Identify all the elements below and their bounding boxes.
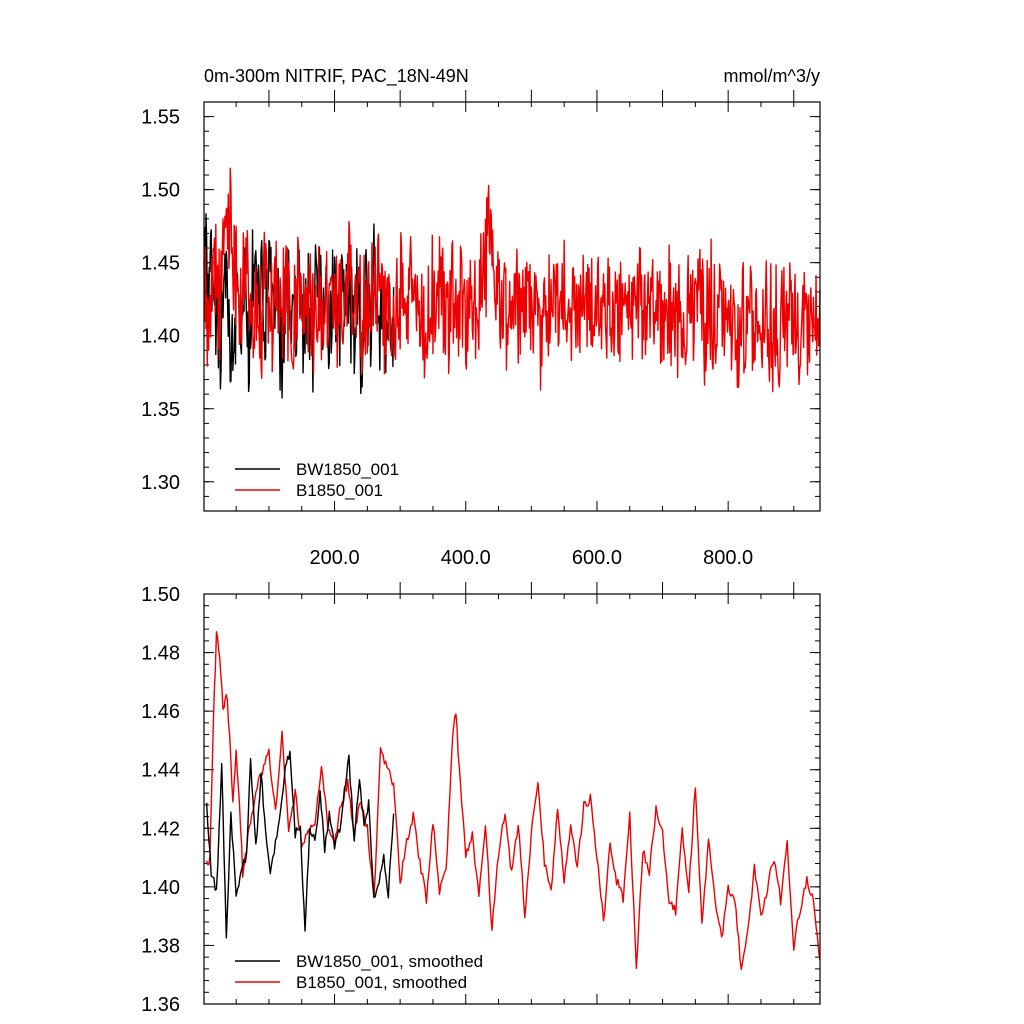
top-chart-units: mmol/m^3/y — [724, 66, 820, 86]
bottom-series-line-b1850 — [205, 631, 821, 971]
bottom-y-tick-label: 1.48 — [141, 643, 180, 665]
top-y-tick-label: 1.35 — [141, 399, 180, 421]
bottom-series-line-bw1850 — [205, 750, 395, 939]
top-y-tick-label: 1.30 — [141, 472, 180, 494]
bottom-legend-label-bw: BW1850_001, smoothed — [296, 952, 483, 971]
bottom-series-group — [205, 631, 821, 971]
top-series-group — [203, 167, 821, 399]
bottom-y-tick-label: 1.46 — [141, 701, 180, 723]
bottom-y-tick-label: 1.50 — [141, 584, 180, 606]
bottom-legend: BW1850_001, smoothed B1850_001, smoothed — [235, 952, 483, 992]
top-legend: BW1850_001 B1850_001 — [235, 460, 399, 500]
bottom-y-tick-label: 1.40 — [141, 877, 180, 899]
top-x-tick-label: 800.0 — [703, 547, 753, 569]
top-series-line-b1850 — [203, 167, 821, 393]
top-y-tick-labels: 1.30 1.35 1.40 1.45 1.50 1.55 — [141, 107, 180, 494]
bottom-legend-label-b: B1850_001, smoothed — [296, 973, 467, 992]
top-plot-frame — [203, 101, 821, 512]
top-y-tick-label: 1.55 — [141, 107, 180, 129]
top-x-tick-label: 200.0 — [310, 547, 360, 569]
top-legend-label-bw: BW1850_001 — [296, 460, 399, 479]
top-y-tick-label: 1.50 — [141, 180, 180, 202]
top-x-tick-label: 600.0 — [572, 547, 622, 569]
bottom-plot-frame — [203, 593, 821, 1005]
top-y-tick-label: 1.45 — [141, 253, 180, 275]
bottom-panel: 1.36 1.38 1.40 1.42 1.44 1.46 1.48 1.50 BW1850_… — [141, 582, 821, 1016]
top-x-tick-label: 400.0 — [441, 547, 491, 569]
top-chart-title: 0m-300m NITRIF, PAC_18N-49N — [204, 66, 469, 87]
bottom-y-tick-label: 1.36 — [141, 994, 180, 1016]
bottom-y-tick-label: 1.38 — [141, 935, 180, 957]
top-legend-label-b: B1850_001 — [296, 481, 383, 500]
top-panel: 0m-300m NITRIF, PAC_18N-49N mmol/m^3/y 1… — [141, 66, 821, 569]
bottom-y-tick-label: 1.42 — [141, 818, 180, 840]
top-y-tick-label: 1.40 — [141, 326, 180, 348]
top-x-tick-labels: 200.0 400.0 600.0 800.0 — [310, 547, 754, 569]
bottom-y-tick-labels: 1.36 1.38 1.40 1.42 1.44 1.46 1.48 1.50 — [141, 584, 180, 1016]
bottom-y-tick-label: 1.44 — [141, 760, 180, 782]
